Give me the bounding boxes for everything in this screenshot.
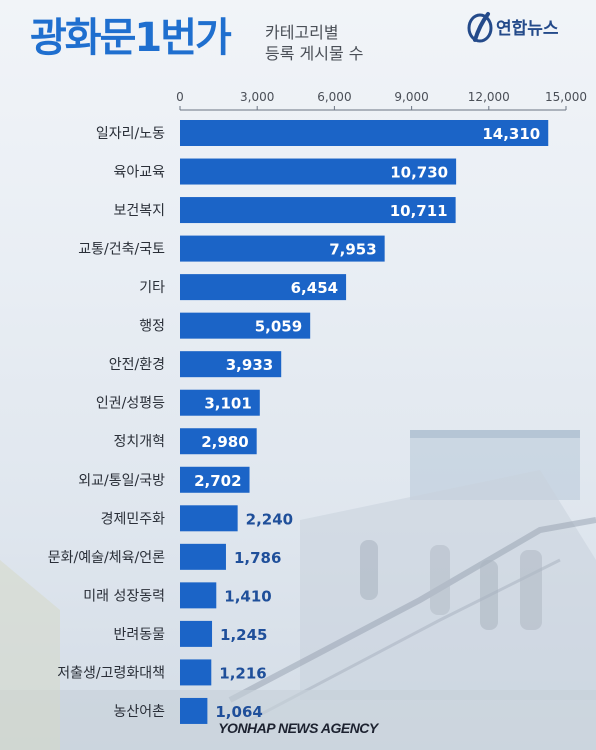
value-label: 1,064 bbox=[215, 703, 262, 721]
bar bbox=[180, 543, 226, 570]
category-label: 보건복지 bbox=[113, 203, 165, 219]
x-tick-label: 12,000 bbox=[468, 90, 510, 104]
category-label: 농산어촌 bbox=[113, 704, 165, 720]
bar bbox=[180, 351, 282, 378]
agency-footer: YONHAP NEWS AGENCY bbox=[218, 720, 378, 736]
value-label: 5,059 bbox=[255, 318, 302, 336]
category-label: 기타 bbox=[139, 280, 165, 296]
bar bbox=[180, 582, 217, 609]
value-label: 1,216 bbox=[219, 664, 266, 682]
category-label: 정치개혁 bbox=[113, 434, 165, 450]
bar bbox=[180, 235, 385, 262]
category-label: 행정 bbox=[139, 319, 165, 335]
category-label: 교통/건축/국토 bbox=[78, 242, 165, 258]
bar bbox=[180, 697, 208, 724]
bar bbox=[180, 389, 260, 416]
category-label: 인권/성평등 bbox=[96, 396, 165, 412]
bar bbox=[180, 620, 213, 647]
value-label: 7,953 bbox=[329, 241, 376, 259]
bar bbox=[180, 274, 347, 301]
category-label: 외교/통일/국방 bbox=[78, 473, 165, 489]
category-label: 안전/환경 bbox=[109, 357, 165, 373]
x-tick-label: 6,000 bbox=[317, 90, 351, 104]
value-label: 6,454 bbox=[291, 279, 338, 297]
category-label: 육아교육 bbox=[113, 165, 165, 181]
value-label: 3,101 bbox=[204, 395, 251, 413]
value-label: 10,711 bbox=[390, 202, 448, 220]
value-label: 3,933 bbox=[226, 356, 273, 374]
value-label: 14,310 bbox=[482, 125, 540, 143]
subtitle-line-2: 등록 게시물 수 bbox=[265, 44, 364, 63]
category-label: 반려동물 bbox=[113, 627, 165, 643]
bar bbox=[180, 466, 250, 493]
bar bbox=[180, 120, 549, 146]
bar bbox=[180, 505, 238, 532]
value-label: 1,410 bbox=[224, 587, 271, 605]
value-label: 10,730 bbox=[390, 164, 448, 182]
x-tick-label: 15,000 bbox=[545, 90, 587, 104]
category-label: 저출생/고령화대책 bbox=[57, 665, 165, 681]
header: 광화문1번가 카테고리별 등록 게시물 수 연합뉴스 bbox=[0, 0, 596, 90]
bar bbox=[180, 428, 257, 455]
x-tick-label: 9,000 bbox=[394, 90, 428, 104]
bar bbox=[180, 659, 212, 686]
yonhap-logo: 연합뉴스 bbox=[466, 10, 586, 44]
category-label: 일자리/노동 bbox=[96, 126, 165, 142]
subtitle-line-1: 카테고리별 bbox=[265, 23, 339, 42]
bar bbox=[180, 197, 456, 224]
logo-text: 연합뉴스 bbox=[496, 19, 559, 39]
value-label: 2,980 bbox=[201, 433, 248, 451]
value-label: 2,702 bbox=[194, 472, 241, 490]
bar bbox=[180, 158, 457, 185]
value-label: 1,786 bbox=[234, 549, 281, 567]
chart-title: 광화문1번가 bbox=[30, 15, 232, 61]
value-label: 2,240 bbox=[246, 510, 293, 528]
chart-subtitle: 카테고리별 등록 게시물 수 bbox=[265, 22, 405, 64]
x-tick-label: 0 bbox=[176, 90, 184, 104]
yonhap-emblem-icon bbox=[467, 12, 493, 43]
category-label: 경제민주화 bbox=[101, 511, 166, 527]
category-label: 미래 성장동력 bbox=[83, 588, 165, 604]
bar bbox=[180, 312, 311, 339]
category-label: 문화/예술/체육/언론 bbox=[48, 550, 165, 566]
value-label: 1,245 bbox=[220, 626, 267, 644]
x-tick-label: 3,000 bbox=[240, 90, 274, 104]
